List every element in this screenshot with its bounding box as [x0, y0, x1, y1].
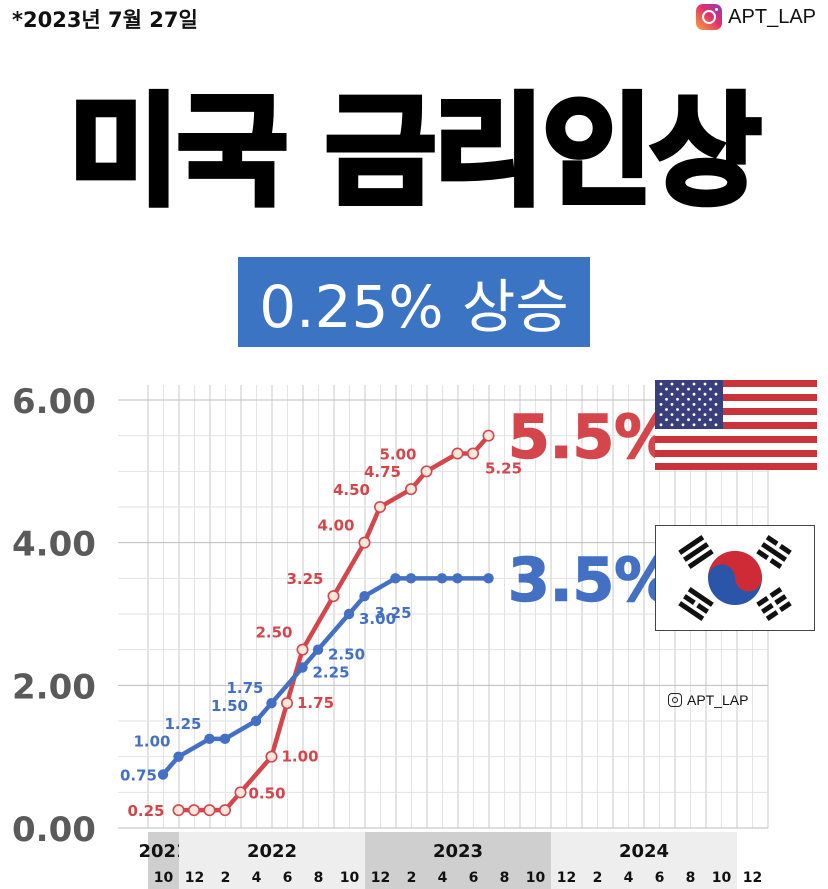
month-label: 10 [340, 870, 360, 886]
data-point-kr [452, 573, 463, 584]
month-label: 4 [252, 870, 262, 886]
data-point-us [482, 429, 495, 442]
data-point-us [373, 500, 386, 513]
month-label: 8 [686, 870, 696, 886]
year-label: 2024 [619, 841, 669, 862]
data-label-kr: 2.50 [328, 646, 365, 664]
data-label-kr: 0.75 [120, 767, 157, 785]
data-point-kr [219, 733, 231, 745]
data-point-kr [173, 751, 184, 762]
data-point-us [280, 697, 293, 710]
data-label-us: 5.00 [379, 445, 416, 463]
y-tick-label: 4.00 [12, 525, 96, 565]
data-point-us [466, 447, 479, 460]
korea-flag-icon [655, 525, 815, 631]
y-tick-label: 6.00 [12, 382, 96, 422]
month-label: 8 [314, 870, 324, 886]
instagram-icon [696, 4, 723, 30]
data-point-us [219, 804, 232, 817]
data-label-us: 5.25 [485, 460, 522, 478]
data-label-us: 3.25 [286, 570, 323, 588]
month-label: 4 [624, 870, 634, 886]
month-label: 10 [712, 870, 732, 886]
month-label: 6 [283, 870, 293, 886]
year-band [551, 832, 737, 889]
final-rate-kr: 3.5% [508, 545, 674, 615]
year-label: 2021 [138, 841, 188, 862]
month-label: 6 [655, 870, 665, 886]
data-point-kr [359, 590, 370, 602]
brand-name: APT_LAP [728, 5, 816, 28]
data-label-kr: 3.25 [375, 604, 412, 622]
data-point-kr [390, 573, 401, 584]
data-point-kr [157, 769, 169, 780]
month-label: 12 [743, 870, 762, 886]
month-label: 10 [154, 870, 174, 886]
month-label: 12 [557, 870, 576, 886]
data-point-us [188, 804, 201, 817]
year-label: 2023 [433, 841, 483, 862]
data-point-kr [436, 573, 448, 584]
month-label: 12 [185, 870, 204, 886]
data-label-kr: 1.75 [226, 679, 263, 697]
month-label: 4 [438, 870, 448, 886]
data-point-us [358, 536, 371, 549]
data-point-kr [405, 573, 417, 584]
data-label-kr: 1.50 [211, 697, 248, 715]
data-label-us: 4.50 [333, 481, 370, 499]
data-label-us: 0.50 [249, 784, 286, 802]
data-label-us: 4.00 [317, 517, 354, 535]
data-label-us: 2.50 [255, 624, 292, 642]
year-band [365, 832, 551, 889]
data-label-kr: 3.00 [359, 610, 396, 628]
watermark: APT_LAP [668, 692, 748, 708]
data-label-us: 0.25 [127, 802, 164, 820]
data-point-kr [312, 644, 324, 655]
data-point-us [327, 590, 340, 603]
y-tick-label: 2.00 [12, 667, 96, 707]
headline: 미국 금리인상 [66, 80, 764, 225]
data-point-us [451, 447, 464, 460]
year-label: 2022 [247, 841, 297, 862]
month-label: 12 [371, 870, 390, 886]
data-label-us: 1.75 [297, 694, 334, 712]
month-label: 8 [500, 870, 510, 886]
data-label-kr: 1.00 [133, 733, 170, 751]
year-band [179, 832, 365, 889]
y-tick-label: 0.00 [12, 810, 96, 850]
instagram-icon [668, 693, 682, 707]
month-label: 10 [526, 870, 546, 886]
month-label: 2 [593, 870, 603, 886]
final-rate-us: 5.5% [508, 403, 674, 473]
data-point-us [172, 804, 185, 817]
brand[interactable]: APT_LAP [696, 4, 816, 30]
data-point-kr [266, 697, 277, 709]
rate-change-badge: 0.25% 상승 [238, 257, 590, 347]
data-label-kr: 1.25 [164, 715, 201, 733]
data-point-kr [483, 573, 494, 584]
date-label: *2023년 7월 27일 [12, 8, 198, 32]
data-point-us [404, 483, 417, 496]
watermark-text: APT_LAP [687, 692, 749, 708]
month-label: 6 [469, 870, 479, 886]
data-point-us [265, 750, 278, 763]
data-label-us: 4.75 [364, 463, 401, 481]
us-flag-icon [655, 380, 817, 470]
data-label-kr: 2.25 [313, 664, 350, 682]
data-label-us: 1.00 [282, 748, 319, 766]
month-label: 2 [407, 870, 417, 886]
data-point-kr [297, 662, 308, 673]
data-point-us [203, 804, 216, 817]
month-label: 2 [221, 870, 231, 886]
series-line-us [178, 434, 491, 813]
data-point-us [296, 643, 309, 656]
data-point-kr [204, 733, 215, 745]
data-point-kr [343, 608, 355, 620]
year-band [148, 832, 179, 889]
data-point-us [420, 465, 433, 478]
data-point-kr [250, 715, 262, 727]
data-point-us [234, 786, 247, 799]
